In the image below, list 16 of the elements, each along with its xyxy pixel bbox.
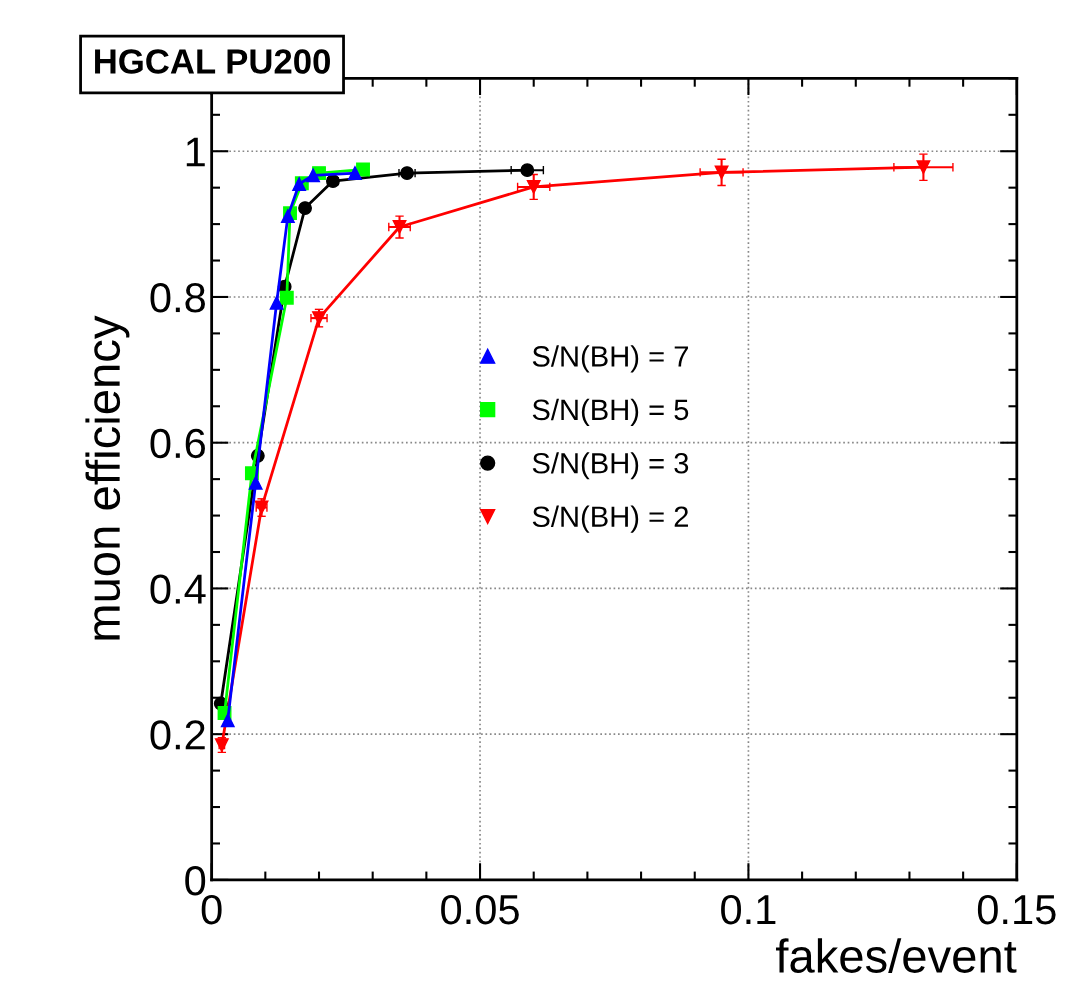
y-tick-label: 0.8 xyxy=(150,282,205,313)
y-tick-label: 0.4 xyxy=(150,574,206,604)
y-axis-title: muon efficiency xyxy=(85,315,130,640)
x-tick-label: 0.1 xyxy=(721,894,776,925)
y-tick-label: 1 xyxy=(186,137,205,167)
y-tick-label: 0.6 xyxy=(150,428,205,459)
legend-label: S/N(BH) = 2 xyxy=(532,505,688,533)
x-axis-title: fakes/event xyxy=(775,938,1017,973)
x-tick-label: 0.15 xyxy=(977,894,1056,925)
chart-title: HGCAL PU200 xyxy=(95,49,330,74)
y-tick-label: 0 xyxy=(185,865,206,896)
legend-label: S/N(BH) = 5 xyxy=(532,398,689,426)
y-tick-label: 0.2 xyxy=(150,720,205,750)
x-tick-label: 0.05 xyxy=(441,894,519,925)
legend-label: S/N(BH) = 3 xyxy=(532,452,689,480)
legend-label: S/N(BH) = 7 xyxy=(532,345,688,373)
